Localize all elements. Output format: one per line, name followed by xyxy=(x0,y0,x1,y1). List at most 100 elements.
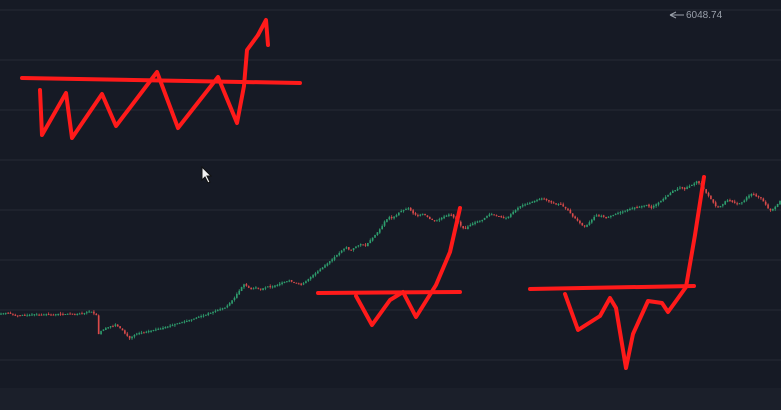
candle xyxy=(764,200,767,206)
candle xyxy=(521,203,524,208)
candle-body-up xyxy=(490,214,493,216)
candle-body-up xyxy=(652,205,655,208)
candle-body-up xyxy=(321,267,324,270)
candle-body-up xyxy=(157,328,160,330)
candle xyxy=(371,237,374,242)
candle-body-up xyxy=(188,320,191,322)
candle xyxy=(28,313,31,317)
candle xyxy=(212,311,214,315)
candle xyxy=(769,208,772,212)
candle-body-down xyxy=(250,287,252,290)
candle-body-up xyxy=(83,313,86,315)
candle xyxy=(590,218,593,224)
candle-body-up xyxy=(262,288,264,290)
candle-body-up xyxy=(197,316,200,318)
candle-body-down xyxy=(9,312,12,314)
candle xyxy=(705,188,707,194)
candle-body-up xyxy=(107,327,110,329)
candle xyxy=(367,242,369,247)
candle xyxy=(140,330,143,335)
candle xyxy=(345,246,348,250)
candle-body-up xyxy=(231,300,233,304)
candle xyxy=(724,200,727,205)
candle-body-up xyxy=(438,219,441,221)
candle-body-down xyxy=(121,328,124,331)
candle-body-down xyxy=(300,283,302,285)
candle xyxy=(612,214,615,217)
candle-body-up xyxy=(240,287,243,291)
candle xyxy=(326,262,329,267)
candle xyxy=(47,312,50,316)
candle-body-down xyxy=(290,280,293,282)
candle xyxy=(712,199,715,204)
candle-body-up xyxy=(331,259,333,262)
candle xyxy=(729,198,731,202)
candle-body-up xyxy=(664,196,667,200)
candle-body-up xyxy=(505,218,507,220)
candle xyxy=(386,219,388,223)
candle-body-down xyxy=(567,208,569,211)
candle xyxy=(381,224,383,230)
candle xyxy=(138,331,141,336)
candle xyxy=(309,276,312,281)
candle-body-up xyxy=(662,198,665,201)
candle xyxy=(219,307,221,312)
candle xyxy=(205,314,207,317)
candle-body-up xyxy=(629,209,631,210)
candle xyxy=(124,329,126,335)
candle-body-up xyxy=(633,207,636,209)
candle xyxy=(302,282,305,286)
candle-body-up xyxy=(283,281,286,284)
candle-body-down xyxy=(767,204,769,209)
candle-body-up xyxy=(686,187,688,190)
candle-body-down xyxy=(500,216,503,218)
candle xyxy=(738,203,741,205)
candle-body-up xyxy=(181,322,183,324)
candle xyxy=(216,309,219,312)
candle xyxy=(719,205,722,208)
candle xyxy=(643,205,646,208)
candlestick-series xyxy=(0,180,781,341)
candle-body-up xyxy=(617,212,619,214)
candle xyxy=(362,244,364,246)
candle-body-down xyxy=(733,201,736,203)
candle xyxy=(640,205,643,209)
candle xyxy=(774,205,777,211)
candle-body-up xyxy=(655,204,657,207)
candle xyxy=(707,191,710,198)
candle-body-up xyxy=(593,216,596,220)
candle-body-down xyxy=(116,324,119,327)
candle-body-up xyxy=(645,204,648,206)
candle-body-up xyxy=(216,310,219,312)
candle-body-down xyxy=(755,194,758,197)
candle xyxy=(495,214,498,217)
candle-body-up xyxy=(612,214,615,216)
candle-body-up xyxy=(721,204,724,206)
candle xyxy=(224,307,226,309)
candle xyxy=(143,331,145,334)
candle-body-down xyxy=(602,215,605,217)
candle-body-down xyxy=(433,220,436,222)
candle xyxy=(88,309,90,313)
candle xyxy=(533,200,536,203)
candle xyxy=(681,186,684,190)
candle-body-up xyxy=(669,192,672,196)
candle xyxy=(238,289,241,295)
candle xyxy=(471,222,474,226)
candle-body-up xyxy=(209,312,212,314)
candle-body-up xyxy=(43,314,45,316)
candle xyxy=(74,313,76,316)
candle xyxy=(266,286,269,288)
candle-body-up xyxy=(171,325,174,327)
candle xyxy=(321,267,324,270)
candle-body-down xyxy=(459,221,462,226)
candle xyxy=(529,201,531,205)
candle xyxy=(714,200,717,208)
candle-body-down xyxy=(112,326,114,328)
candle xyxy=(698,180,700,185)
candle xyxy=(257,287,260,290)
candle xyxy=(538,197,541,201)
candle xyxy=(679,185,681,190)
